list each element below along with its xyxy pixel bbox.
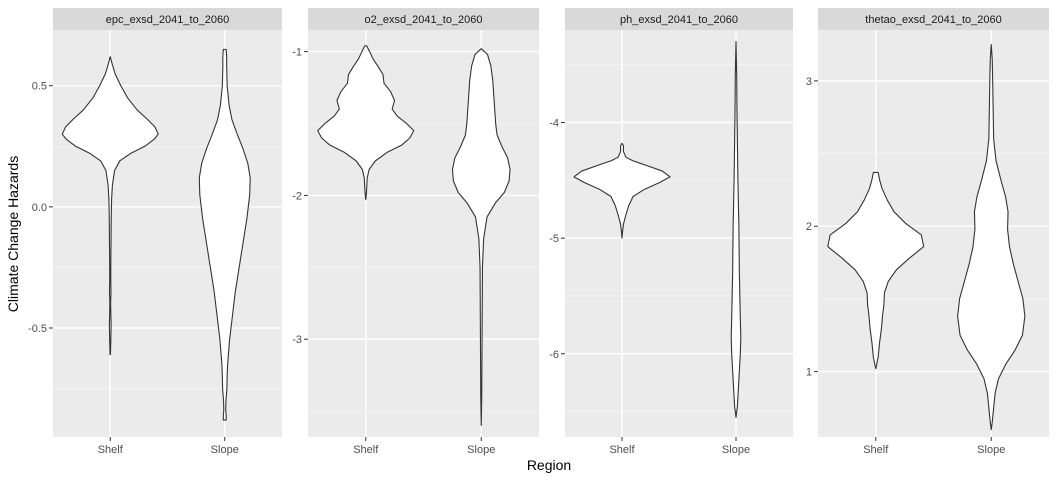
y-tick-label: 3	[806, 76, 812, 88]
violin-shelf	[317, 45, 415, 201]
x-tick-label: Slope	[211, 444, 239, 456]
y-tick-label: 0.5	[32, 81, 47, 93]
facet-strip	[308, 8, 539, 30]
y-tick-label: -5	[549, 233, 559, 245]
y-tick-label: 0.0	[32, 202, 47, 214]
facet-title: o2_exsd_2041_to_2060	[364, 14, 482, 26]
y-tick-label: -0.5	[28, 323, 47, 335]
facet-title: ph_exsd_2041_to_2060	[620, 14, 738, 26]
violin-slope	[198, 48, 251, 421]
y-tick-label: -6	[549, 349, 559, 361]
violin-slope	[451, 48, 511, 427]
violin-slope	[957, 43, 1026, 431]
x-axis-title: Region	[527, 457, 571, 473]
x-tick-label: Shelf	[609, 444, 635, 456]
violin-shelf	[827, 171, 925, 370]
x-tick-label: Slope	[977, 444, 1005, 456]
panel-background	[53, 30, 282, 437]
y-axis-title: Climate Change Hazards	[5, 156, 21, 312]
y-tick-label: 1	[806, 367, 812, 379]
x-tick-label: Slope	[722, 444, 750, 456]
panel-background	[565, 30, 793, 437]
y-tick-label: -3	[292, 334, 302, 346]
x-tick-label: Shelf	[353, 444, 379, 456]
x-tick-label: Shelf	[98, 444, 124, 456]
facet-title: thetao_exsd_2041_to_2060	[865, 14, 1001, 26]
facet-strip	[818, 8, 1049, 30]
violin-shelf	[61, 56, 159, 356]
facet-strip	[53, 8, 282, 30]
violin-slope	[730, 41, 742, 418]
x-tick-label: Slope	[467, 444, 495, 456]
facet-title: epc_exsd_2041_to_2060	[106, 14, 230, 26]
y-tick-label: -2	[292, 190, 302, 202]
y-tick-label: -1	[292, 47, 302, 59]
y-tick-label: 2	[806, 221, 812, 233]
facet-strip	[565, 8, 793, 30]
y-tick-label: -4	[549, 118, 559, 130]
x-tick-label: Shelf	[863, 444, 889, 456]
violin-shelf	[573, 142, 671, 239]
